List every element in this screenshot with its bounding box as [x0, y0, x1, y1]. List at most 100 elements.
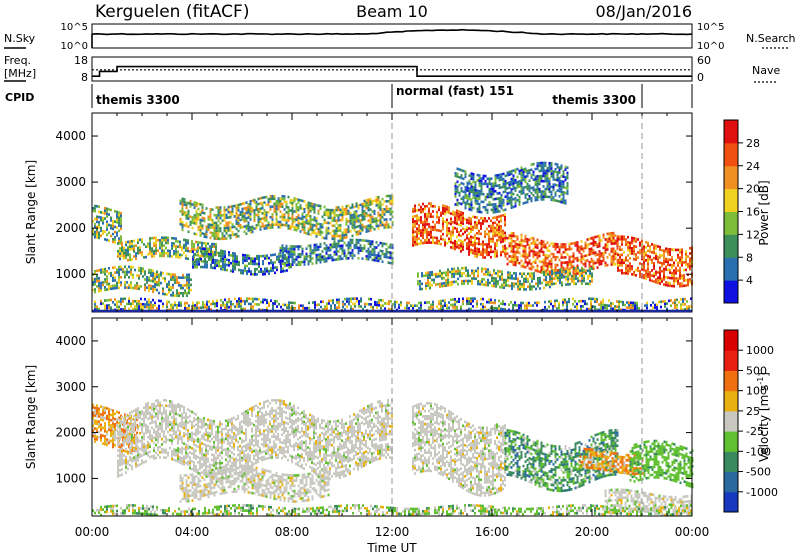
echo-cell: [150, 279, 152, 283]
echo-cell: [446, 208, 448, 211]
echo-cell: [502, 229, 504, 233]
echo-cell: [154, 275, 156, 278]
echo-cell: [681, 248, 683, 251]
echo-cell: [659, 271, 661, 275]
echo-cell: [550, 185, 553, 189]
echo-cell: [577, 269, 579, 272]
echo-cell: [542, 269, 545, 272]
echo-cell: [118, 305, 120, 309]
echo-cell: [275, 212, 278, 216]
echo-cell: [657, 276, 659, 279]
echo-cell: [675, 269, 677, 272]
echo-cell: [193, 232, 196, 235]
echo-cell: [574, 241, 577, 245]
echo-cell: [482, 305, 484, 309]
echo-cell: [329, 246, 332, 249]
echo-cell: [166, 285, 168, 289]
echo-cell: [643, 255, 645, 259]
echo-cell: [254, 260, 256, 263]
echo-cell: [451, 273, 453, 276]
echo-cell: [159, 246, 161, 250]
echo-cell: [562, 198, 565, 202]
echo-cell: [335, 234, 338, 238]
echo-cell: [412, 307, 414, 310]
echo-cell: [687, 265, 689, 269]
echo-cell: [458, 183, 461, 187]
echo-cell: [282, 303, 284, 306]
echo-cell: [687, 263, 689, 266]
echo-cell: [150, 271, 152, 275]
echo-cell: [213, 242, 215, 246]
echo-cell: [273, 205, 276, 208]
echo-cell: [554, 170, 557, 174]
echo-cell: [604, 246, 607, 249]
echo-cell: [92, 233, 94, 236]
echo-cell: [355, 217, 358, 221]
echo-cell: [323, 210, 326, 214]
echo-cell: [442, 232, 444, 236]
echo-cell: [425, 284, 427, 288]
echo-cell: [488, 250, 490, 254]
echo-cell: [522, 202, 525, 205]
echo-cell: [211, 224, 214, 227]
echo-cell: [420, 210, 422, 214]
echo-cell: [578, 300, 580, 303]
echo-cell: [456, 203, 459, 207]
echo-cell: [373, 248, 376, 252]
echo-cell: [385, 200, 388, 203]
echo-cell: [158, 304, 160, 308]
echo-cell: [514, 199, 517, 203]
echo-cell: [535, 287, 537, 291]
echo-cell: [628, 304, 630, 307]
echo-cell: [238, 268, 240, 272]
echo-cell: [118, 278, 120, 282]
echo-cell: [177, 253, 179, 256]
echo-cell: [462, 245, 464, 249]
echo-cell: [502, 172, 505, 176]
echo-cell: [448, 232, 450, 235]
echo-cell: [636, 301, 638, 305]
echo-cell: [149, 247, 151, 251]
echo-cell: [227, 211, 230, 214]
echo-cell: [518, 246, 521, 249]
echo-cell: [124, 281, 126, 284]
echo-cell: [251, 209, 254, 213]
echo-cell: [514, 253, 517, 256]
echo-cell: [531, 277, 533, 281]
echo-cell: [291, 258, 294, 261]
echo-cell: [468, 232, 470, 235]
echo-cell: [562, 175, 565, 178]
echo-cell: [179, 243, 181, 246]
echo-cell: [94, 230, 96, 234]
echo-cell: [331, 219, 334, 222]
echo-cell: [307, 260, 310, 263]
echo-cell: [106, 299, 108, 302]
echo-cell: [258, 257, 260, 261]
echo-cell: [193, 245, 195, 249]
echo-cell: [339, 244, 342, 248]
echo-cell: [102, 302, 104, 305]
echo-cell: [606, 256, 609, 259]
echo-cell: [201, 227, 204, 230]
echo-cell: [100, 271, 102, 274]
echo-cell: [496, 307, 498, 310]
echo-cell: [239, 210, 242, 214]
echo-cell: [196, 301, 198, 305]
echo-cell: [466, 202, 469, 205]
echo-cell: [195, 214, 198, 218]
echo-cell: [389, 261, 392, 265]
echo-cell: [94, 288, 96, 291]
echo-cell: [389, 225, 392, 229]
echo-cell: [518, 195, 521, 199]
echo-cell: [464, 204, 467, 207]
echo-cell: [552, 196, 555, 199]
echo-cell: [500, 253, 502, 257]
echo-cell: [363, 210, 366, 213]
echo-cell: [375, 246, 378, 249]
echo-cell: [504, 216, 506, 219]
echo-cell: [297, 260, 300, 264]
echo-cell: [418, 216, 420, 220]
echo-cell: [261, 204, 264, 207]
echo-cell: [494, 205, 497, 209]
echo-cell: [333, 216, 336, 220]
